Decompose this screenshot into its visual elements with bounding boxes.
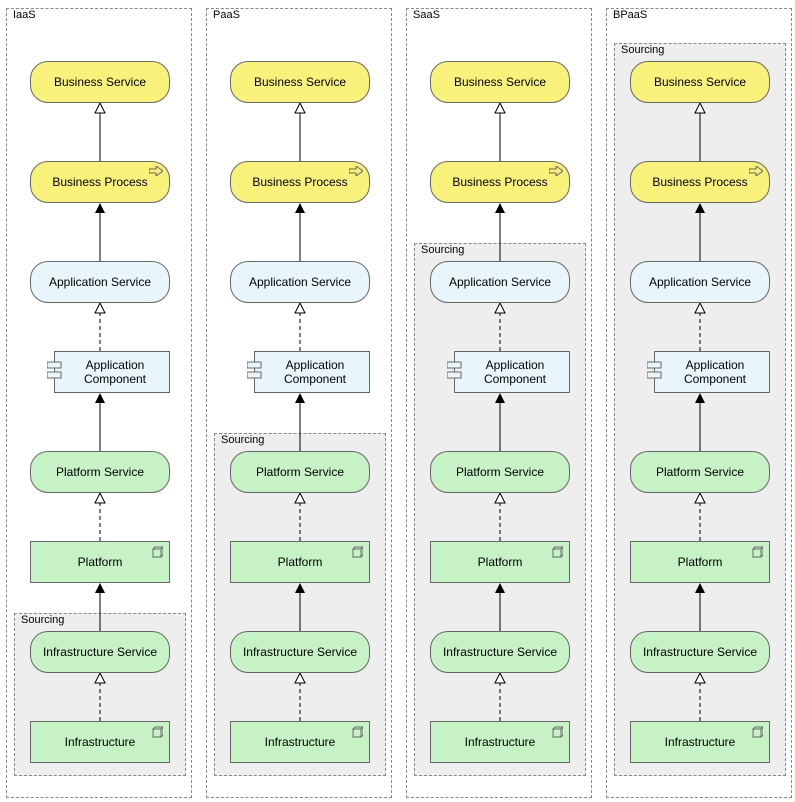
node-label: Infrastructure xyxy=(465,735,536,749)
column-title: BPaaS xyxy=(611,9,649,21)
node-label: ApplicationComponent xyxy=(684,358,746,387)
node-label: Platform xyxy=(678,555,723,569)
column-title: SaaS xyxy=(411,9,442,21)
node-ps: Platform Service xyxy=(630,451,770,493)
node-label: Business Process xyxy=(452,175,547,189)
node-cube-icon xyxy=(551,726,563,738)
node-label: Business Service xyxy=(54,75,146,89)
node-is: Infrastructure Service xyxy=(230,631,370,673)
node-cube-icon xyxy=(751,726,763,738)
node-label: Infrastructure Service xyxy=(243,645,357,659)
node-ps: Platform Service xyxy=(30,451,170,493)
sourcing-group: Sourcing xyxy=(414,243,586,776)
node-in: Infrastructure xyxy=(30,721,170,763)
sourcing-label: Sourcing xyxy=(219,434,266,446)
node-ac: ApplicationComponent xyxy=(654,351,770,393)
node-pl: Platform xyxy=(230,541,370,583)
node-label: Platform Service xyxy=(656,465,744,479)
node-label: Infrastructure Service xyxy=(643,645,757,659)
component-icon xyxy=(47,360,63,384)
node-label: Platform xyxy=(78,555,123,569)
node-label: Business Process xyxy=(652,175,747,189)
node-cube-icon xyxy=(751,546,763,558)
node-bs: Business Service xyxy=(230,61,370,103)
node-label: Platform Service xyxy=(456,465,544,479)
node-bp: Business Process xyxy=(430,161,570,203)
node-ac: ApplicationComponent xyxy=(54,351,170,393)
node-in: Infrastructure xyxy=(230,721,370,763)
node-cube-icon xyxy=(351,546,363,558)
node-label: ApplicationComponent xyxy=(284,358,346,387)
node-is: Infrastructure Service xyxy=(430,631,570,673)
node-as: Application Service xyxy=(30,261,170,303)
node-label: Infrastructure xyxy=(65,735,136,749)
node-in: Infrastructure xyxy=(430,721,570,763)
column-title: PaaS xyxy=(211,9,242,21)
node-ps: Platform Service xyxy=(430,451,570,493)
node-bp: Business Process xyxy=(30,161,170,203)
node-pl: Platform xyxy=(30,541,170,583)
sourcing-label: Sourcing xyxy=(19,614,66,626)
node-as: Application Service xyxy=(630,261,770,303)
sourcing-label: Sourcing xyxy=(619,44,666,56)
node-label: Application Service xyxy=(649,275,751,289)
component-icon xyxy=(247,360,263,384)
node-label: Infrastructure Service xyxy=(443,645,557,659)
node-label: Application Service xyxy=(249,275,351,289)
process-arrow-icon xyxy=(349,166,363,176)
node-label: Application Service xyxy=(49,275,151,289)
node-label: Platform xyxy=(278,555,323,569)
node-label: Infrastructure xyxy=(665,735,736,749)
sourcing-label: Sourcing xyxy=(419,244,466,256)
node-label: ApplicationComponent xyxy=(484,358,546,387)
node-label: Platform Service xyxy=(56,465,144,479)
node-ac: ApplicationComponent xyxy=(454,351,570,393)
process-arrow-icon xyxy=(149,166,163,176)
node-bp: Business Process xyxy=(630,161,770,203)
column-title: IaaS xyxy=(11,9,38,21)
component-icon xyxy=(447,360,463,384)
node-label: Business Process xyxy=(252,175,347,189)
node-bs: Business Service xyxy=(630,61,770,103)
column-iaas: IaaS Sourcing Business Service Business Pr… xyxy=(6,8,192,798)
node-ps: Platform Service xyxy=(230,451,370,493)
node-label: ApplicationComponent xyxy=(84,358,146,387)
node-bs: Business Service xyxy=(430,61,570,103)
node-label: Platform xyxy=(478,555,523,569)
node-cube-icon xyxy=(551,546,563,558)
node-label: Infrastructure Service xyxy=(43,645,157,659)
node-in: Infrastructure xyxy=(630,721,770,763)
node-ac: ApplicationComponent xyxy=(254,351,370,393)
node-as: Application Service xyxy=(230,261,370,303)
process-arrow-icon xyxy=(549,166,563,176)
column-bpaas: BPaaS Sourcing Business Service Business P… xyxy=(606,8,792,798)
node-cube-icon xyxy=(151,546,163,558)
node-label: Business Service xyxy=(454,75,546,89)
node-bp: Business Process xyxy=(230,161,370,203)
column-paas: PaaS Sourcing Business Service Business Pr… xyxy=(206,8,392,798)
node-label: Business Service xyxy=(254,75,346,89)
node-label: Business Service xyxy=(654,75,746,89)
node-pl: Platform xyxy=(630,541,770,583)
component-icon xyxy=(647,360,663,384)
node-label: Business Process xyxy=(52,175,147,189)
node-is: Infrastructure Service xyxy=(630,631,770,673)
node-label: Platform Service xyxy=(256,465,344,479)
node-cube-icon xyxy=(351,726,363,738)
column-saas: SaaS Sourcing Business Service Business Pr… xyxy=(406,8,592,798)
node-label: Infrastructure xyxy=(265,735,336,749)
node-as: Application Service xyxy=(430,261,570,303)
node-cube-icon xyxy=(151,726,163,738)
node-pl: Platform xyxy=(430,541,570,583)
process-arrow-icon xyxy=(749,166,763,176)
node-label: Application Service xyxy=(449,275,551,289)
node-is: Infrastructure Service xyxy=(30,631,170,673)
node-bs: Business Service xyxy=(30,61,170,103)
